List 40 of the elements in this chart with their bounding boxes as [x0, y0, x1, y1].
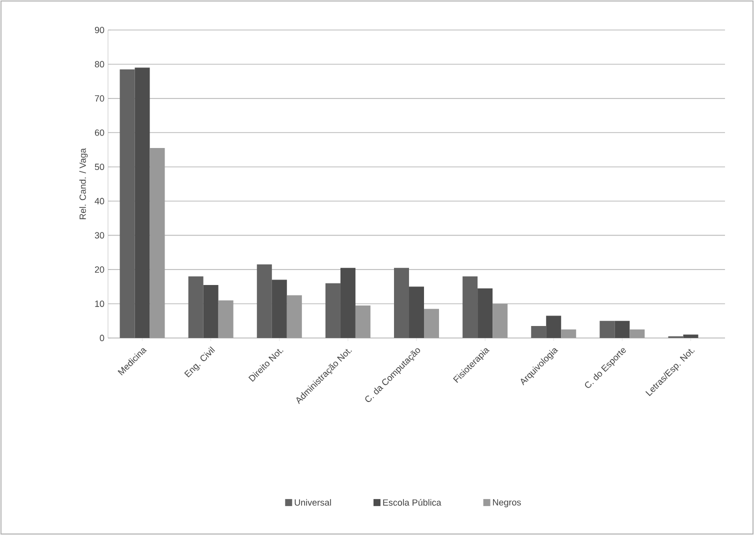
bar	[683, 334, 698, 338]
bar	[561, 329, 576, 338]
y-tick-label: 40	[94, 198, 104, 204]
x-tick-label: Eng. Civil	[184, 346, 216, 378]
y-tick-label: 10	[95, 300, 104, 307]
bar	[492, 304, 508, 338]
y-tick-label: 30	[94, 232, 104, 239]
bar	[394, 268, 410, 338]
bar	[203, 284, 218, 338]
bar	[325, 283, 340, 338]
bar	[340, 268, 356, 338]
bar	[188, 276, 204, 338]
bar	[462, 276, 478, 338]
y-tick-label: 50	[94, 164, 104, 170]
y-tick-label: 70	[94, 95, 104, 102]
bar	[355, 305, 370, 338]
bar	[424, 308, 440, 338]
bar	[134, 68, 150, 338]
bar	[630, 329, 645, 338]
bar	[478, 288, 493, 338]
bar	[614, 320, 630, 338]
bar	[286, 295, 302, 338]
bar	[409, 286, 424, 338]
bar	[531, 326, 546, 338]
legend-label: Escola Pública	[383, 499, 442, 506]
bar	[600, 320, 615, 338]
bar	[218, 300, 234, 338]
bar	[120, 69, 135, 338]
y-axis-title: Rel. Cand. / Vaga	[79, 148, 88, 220]
bar	[150, 148, 165, 338]
legend-label: Universal	[294, 499, 331, 506]
y-tick-label: 80	[94, 61, 104, 68]
y-tick-label: 20	[94, 266, 104, 273]
y-tick-label: 0	[100, 334, 104, 342]
y-tick-label: 90	[94, 26, 104, 34]
legend-label: Negros	[493, 499, 521, 508]
bar	[546, 316, 562, 338]
bar	[256, 264, 272, 338]
y-tick-label: 60	[94, 129, 104, 136]
bar	[272, 280, 287, 338]
